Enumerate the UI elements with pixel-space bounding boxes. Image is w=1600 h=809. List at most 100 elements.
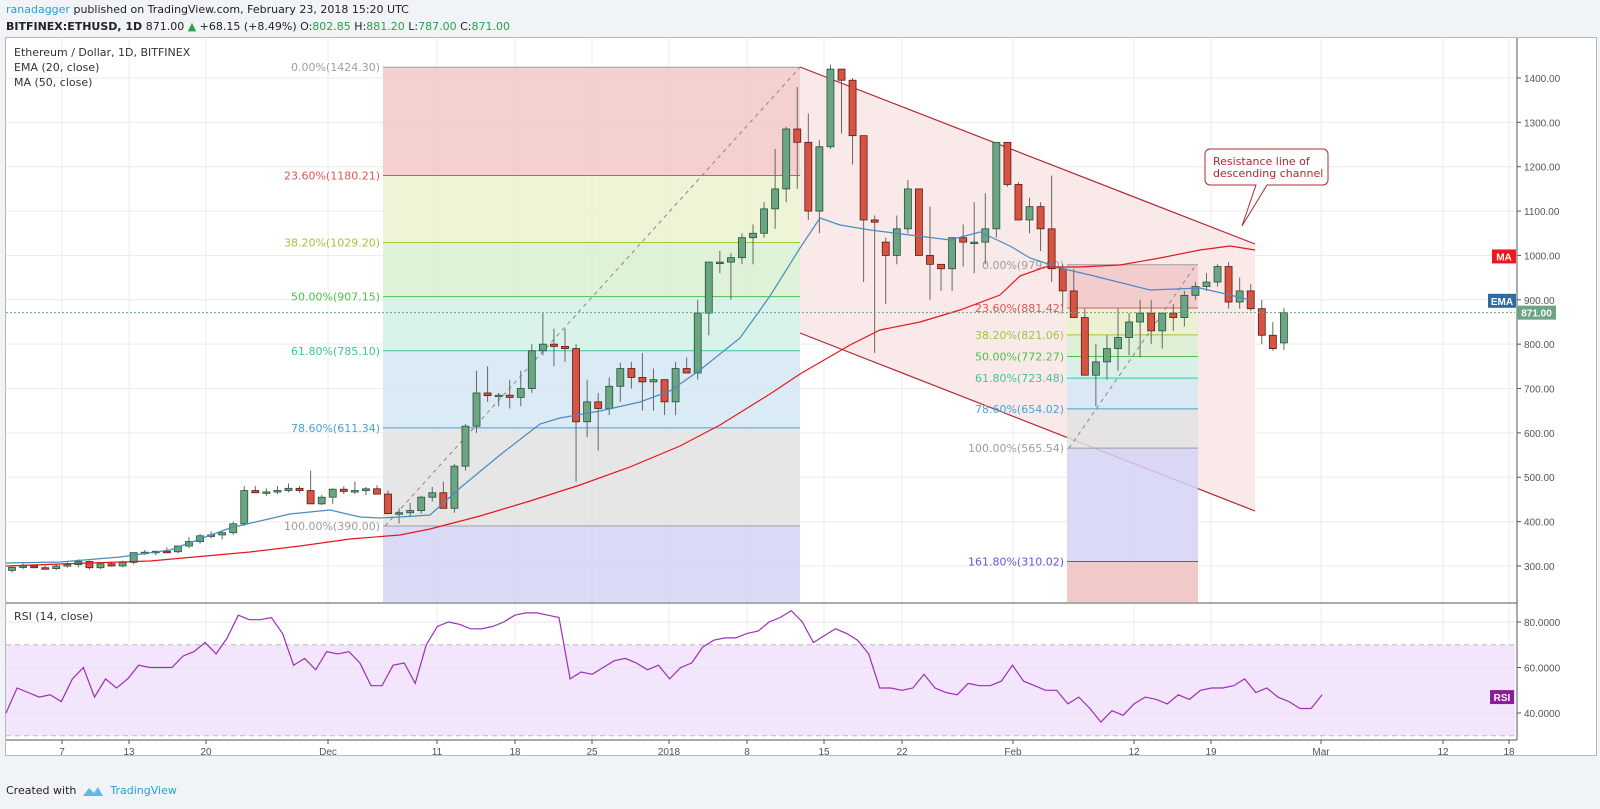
candle-up: [1091, 361, 1100, 376]
candle-up: [760, 208, 768, 234]
candle-down: [505, 394, 514, 398]
candle-up: [903, 188, 912, 230]
fib-level-label: 0.00%(1424.30): [291, 61, 380, 74]
price-tick-label: 1400.00: [1524, 74, 1561, 85]
candle-up: [649, 379, 658, 383]
candle-up: [1180, 294, 1189, 318]
candle-up: [1125, 321, 1133, 338]
candle-down: [915, 188, 923, 256]
candle-up: [350, 490, 359, 493]
rsi-pane[interactable]: 40.0000 60.0000 80.0000: [5, 609, 1561, 737]
price-axis[interactable]: 300.00 400.00 500.00 600.00 700.00 800.00 900.…: [1516, 38, 1561, 740]
candle-down: [373, 488, 381, 495]
candle-up: [218, 532, 227, 536]
candle-up: [317, 496, 326, 505]
publish-info: ranadagger published on TradingView.com,…: [6, 3, 409, 16]
series-legend-title: Ethereum / Dollar, 1D, BITFINEX: [14, 46, 191, 59]
candle-down: [162, 550, 171, 554]
candle-down: [1047, 228, 1056, 270]
ema-legend[interactable]: EMA (20, close): [14, 61, 100, 74]
low-value: 787.00: [418, 20, 457, 33]
time-tick-label: Feb: [1004, 747, 1022, 758]
candle-down: [1003, 141, 1012, 185]
time-tick-label: 18: [1503, 747, 1515, 758]
fib-trendline-2: [1068, 264, 1197, 449]
fib-zone: [383, 175, 800, 243]
candle-down: [251, 490, 260, 494]
high-value: 881.20: [366, 20, 405, 33]
candle-down: [1014, 184, 1023, 221]
candle-down: [550, 343, 558, 347]
price-tick-label: 900.00: [1524, 296, 1555, 307]
fib-zone: [1067, 408, 1198, 449]
candle-down: [30, 565, 39, 569]
fib-zone: [1067, 334, 1198, 357]
candle-up: [240, 490, 249, 525]
publish-text: published on TradingView.com, February 2…: [69, 3, 409, 16]
candle-up: [538, 343, 547, 352]
candle-up: [362, 488, 370, 491]
annotation-text-line1: Resistance line of: [1213, 155, 1311, 168]
rsi-tick-label: 80.0000: [1524, 618, 1561, 629]
footer: Created with TradingView: [6, 784, 177, 797]
candle-up: [1025, 206, 1034, 221]
fib-level-label: 38.20%(1029.20): [284, 236, 380, 249]
candle-down: [1268, 334, 1277, 349]
price-tick-label: 400.00: [1524, 518, 1555, 529]
candle-down: [660, 379, 669, 403]
annotation-text-line2: descending channel: [1213, 167, 1323, 180]
price-tick-label: 800.00: [1524, 340, 1555, 351]
fib-level-label: 50.00%(772.27): [975, 350, 1064, 363]
fib-zone: [383, 67, 800, 176]
fib-retracement-1[interactable]: 0.00%(1424.30) 23.60%(1180.21) 38.20%(1029…: [284, 61, 800, 602]
tradingview-logo-icon: [83, 786, 104, 796]
last-price-badge-text: 871.00: [1521, 309, 1552, 320]
rsi-badge-text: RSI: [1494, 693, 1511, 704]
fib-level-label: 61.80%(723.48): [975, 372, 1064, 385]
fib-trendline-1: [384, 66, 801, 527]
fib-level-label: 38.20%(821.06): [975, 329, 1064, 342]
candle-up: [693, 312, 702, 374]
ma-legend[interactable]: MA (50, close): [14, 76, 93, 89]
resistance-line[interactable]: [799, 66, 1256, 245]
candle-up: [605, 385, 614, 409]
candle-down: [572, 348, 580, 423]
candle-up: [1158, 312, 1167, 332]
fib-level-label: 100.00%(390.00): [284, 520, 380, 533]
candle-up: [96, 563, 105, 569]
candle-up: [782, 128, 791, 190]
time-tick-label: 12: [1128, 747, 1140, 758]
author-link[interactable]: ranadagger: [6, 3, 70, 16]
created-with-text: Created with: [6, 784, 77, 797]
candle-up: [273, 490, 282, 493]
candle-down: [937, 263, 945, 270]
time-tick-label: 11: [432, 747, 443, 758]
rsi-badge: [1490, 690, 1514, 705]
candle-up: [948, 237, 956, 270]
rsi-legend[interactable]: RSI (14, close): [14, 610, 94, 623]
candle-up: [616, 368, 625, 387]
candle-up: [1213, 266, 1222, 283]
candle-down: [1069, 290, 1078, 318]
last-price: 871.00: [145, 20, 185, 33]
fib-zone: [1067, 448, 1198, 562]
candle-up: [450, 465, 459, 509]
time-tick-label: 13: [123, 747, 135, 758]
candle-up: [1136, 312, 1145, 323]
tradingview-link[interactable]: TradingView: [110, 784, 177, 797]
time-tick-label: 15: [818, 747, 830, 758]
candle-down: [306, 490, 315, 505]
candle-down: [837, 68, 846, 81]
candle-up: [1202, 281, 1211, 287]
candle-up: [970, 241, 979, 245]
time-tick-label: 8: [744, 747, 750, 758]
candle-down: [793, 128, 802, 143]
candle-down: [339, 488, 348, 492]
fib-retracement-2[interactable]: 0.00%(979.00)23.60%(881.42)38.20%(821.06…: [968, 259, 1198, 602]
fib-zone: [1067, 561, 1198, 602]
fib-zone: [383, 296, 800, 351]
candle-up: [52, 565, 61, 570]
rsi-tick-label: 60.0000: [1524, 664, 1561, 675]
